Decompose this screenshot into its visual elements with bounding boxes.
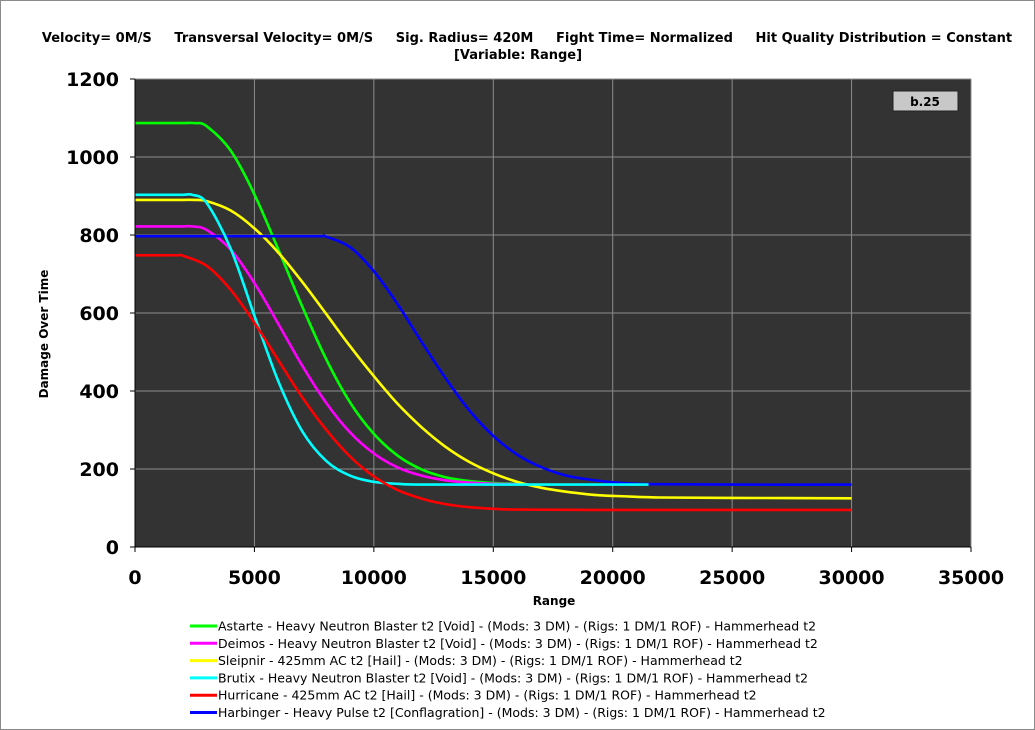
y-tick-label: 200 xyxy=(79,459,119,481)
y-tick-label: 1000 xyxy=(66,147,119,169)
y-ticks: 0 200 400 600 800 1000 1200 xyxy=(66,69,135,559)
series-line-3 xyxy=(135,192,649,486)
version-badge: b.25 xyxy=(892,90,959,112)
legend-label: Hurricane - 425mm AC t2 [Hail] - (Mods: … xyxy=(218,688,757,703)
y-tick-label: 800 xyxy=(79,225,119,247)
y-axis-label: Damage Over Time xyxy=(37,270,51,399)
x-tick-label: 35000 xyxy=(938,567,1004,589)
y-tick-label: 0 xyxy=(106,537,119,559)
legend-item: Brutix - Heavy Neutron Blaster t2 [Void]… xyxy=(190,670,808,685)
legend-label: Sleipnir - 425mm AC t2 [Hail] - (Mods: 3… xyxy=(218,653,743,668)
x-tick-label: 0 xyxy=(128,567,141,589)
grid xyxy=(135,78,972,547)
legend-label: Astarte - Heavy Neutron Blaster t2 [Void… xyxy=(218,619,816,634)
series-lines xyxy=(134,121,852,512)
series-line-1 xyxy=(135,224,518,486)
x-ticks: 0 5000 10000 15000 20000 25000 30000 35000 xyxy=(128,547,1004,589)
legend: Astarte - Heavy Neutron Blaster t2 [Void… xyxy=(190,619,826,720)
legend-label: Harbinger - Heavy Pulse t2 [Conflagratio… xyxy=(218,705,826,720)
series-line-0 xyxy=(135,121,518,486)
legend-item: Hurricane - 425mm AC t2 [Hail] - (Mods: … xyxy=(190,688,757,703)
y-tick-label: 600 xyxy=(79,303,119,325)
legend-item: Harbinger - Heavy Pulse t2 [Conflagratio… xyxy=(190,705,826,720)
chart-subtitle: [Variable: Range] xyxy=(454,48,582,63)
x-tick-label: 20000 xyxy=(580,567,646,589)
chart-title: Velocity= 0M/S Transversal Velocity= 0M/… xyxy=(42,31,1012,46)
legend-label: Brutix - Heavy Neutron Blaster t2 [Void]… xyxy=(218,670,808,685)
x-tick-label: 5000 xyxy=(228,567,281,589)
legend-item: Sleipnir - 425mm AC t2 [Hail] - (Mods: 3… xyxy=(190,653,743,668)
x-tick-label: 25000 xyxy=(699,567,765,589)
y-tick-label: 1200 xyxy=(66,69,119,91)
x-tick-label: 30000 xyxy=(819,567,885,589)
y-tick-label: 400 xyxy=(79,381,119,403)
x-axis-label: Range xyxy=(533,594,576,608)
legend-label: Deimos - Heavy Neutron Blaster t2 [Void]… xyxy=(218,636,818,651)
version-badge-text: b.25 xyxy=(910,95,940,109)
legend-item: Astarte - Heavy Neutron Blaster t2 [Void… xyxy=(190,619,816,634)
legend-item: Deimos - Heavy Neutron Blaster t2 [Void]… xyxy=(190,636,818,651)
series-line-4 xyxy=(135,253,852,512)
x-tick-label: 10000 xyxy=(341,567,407,589)
x-tick-label: 15000 xyxy=(460,567,526,589)
